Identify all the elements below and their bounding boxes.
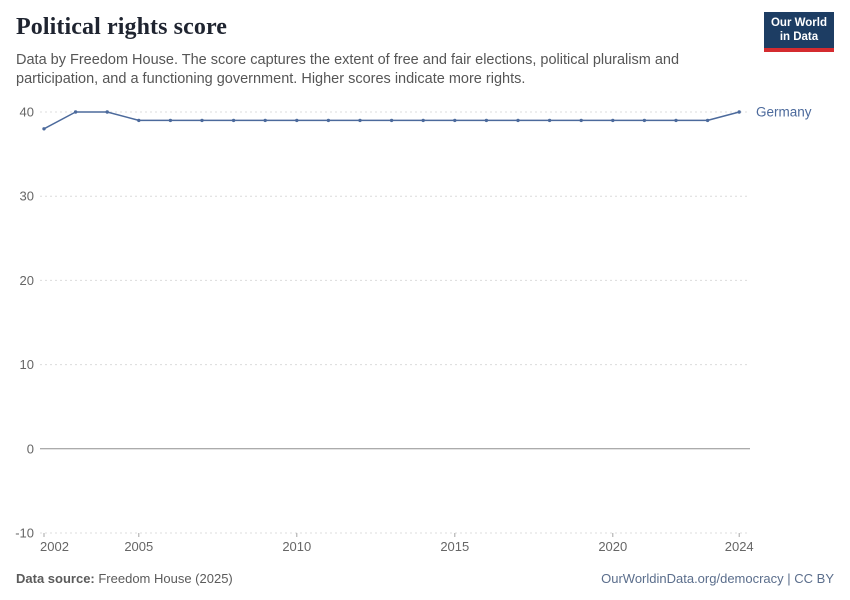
x-tick-label-2015: 2015 — [440, 539, 469, 554]
data-point-germany-2018 — [547, 118, 552, 123]
data-point-germany-2022 — [674, 118, 678, 123]
data-point-germany-2004 — [105, 110, 109, 114]
data-point-germany-2011 — [326, 118, 331, 123]
data-point-germany-2021 — [642, 118, 647, 123]
y-tick-label--10: -10 — [15, 526, 34, 541]
data-point-germany-2005 — [137, 118, 141, 123]
data-point-germany-2023 — [705, 118, 710, 123]
data-point-germany-2014 — [421, 118, 425, 123]
chart-footer: Data source: Freedom House (2025) OurWor… — [16, 571, 834, 586]
y-tick-label-10: 10 — [20, 357, 34, 372]
y-tick-label-20: 20 — [20, 273, 34, 288]
data-point-germany-2010 — [295, 118, 299, 123]
y-tick-label-30: 30 — [20, 189, 34, 204]
data-point-germany-2015 — [453, 118, 457, 123]
data-point-germany-2017 — [516, 118, 520, 123]
data-point-germany-2009 — [263, 118, 267, 123]
x-tick-label-2005: 2005 — [124, 539, 153, 554]
x-tick-label-2024: 2024 — [725, 539, 754, 554]
owid-logo-line1: Our World — [770, 17, 827, 29]
data-point-germany-2012 — [358, 118, 362, 123]
x-tick-label-2002: 2002 — [40, 539, 69, 554]
data-source-label: Data source: — [16, 571, 95, 586]
series-label-germany[interactable]: Germany — [756, 105, 812, 120]
owid-logo[interactable]: Our World in Data — [763, 12, 834, 52]
data-point-germany-2019 — [579, 118, 583, 123]
data-point-germany-2016 — [484, 118, 489, 123]
data-point-germany-2007 — [200, 118, 204, 123]
data-point-germany-2024 — [737, 110, 741, 114]
chart-subtitle: Data by Freedom House. The score capture… — [16, 52, 680, 88]
data-point-germany-2020 — [611, 118, 615, 123]
y-tick-label-0: 0 — [27, 441, 34, 456]
data-point-germany-2008 — [231, 118, 236, 123]
footer-citation-link[interactable]: OurWorldinData.org/democracy | CC BY — [601, 571, 834, 586]
data-point-germany-2013 — [389, 118, 394, 123]
owid-logo-line2: in Data — [779, 31, 819, 44]
data-source: Data source: Freedom House (2025) — [16, 571, 233, 586]
data-point-germany-2003 — [73, 110, 78, 114]
page-title: Political rights score — [16, 14, 228, 40]
x-tick-label-2010: 2010 — [282, 539, 311, 554]
data-source-value: Freedom House (2025) — [94, 571, 233, 586]
data-point-germany-2002 — [42, 127, 46, 131]
data-point-germany-2006 — [168, 118, 173, 123]
y-tick-label-40: 40 — [20, 105, 34, 120]
x-tick-label-2020: 2020 — [598, 539, 627, 554]
